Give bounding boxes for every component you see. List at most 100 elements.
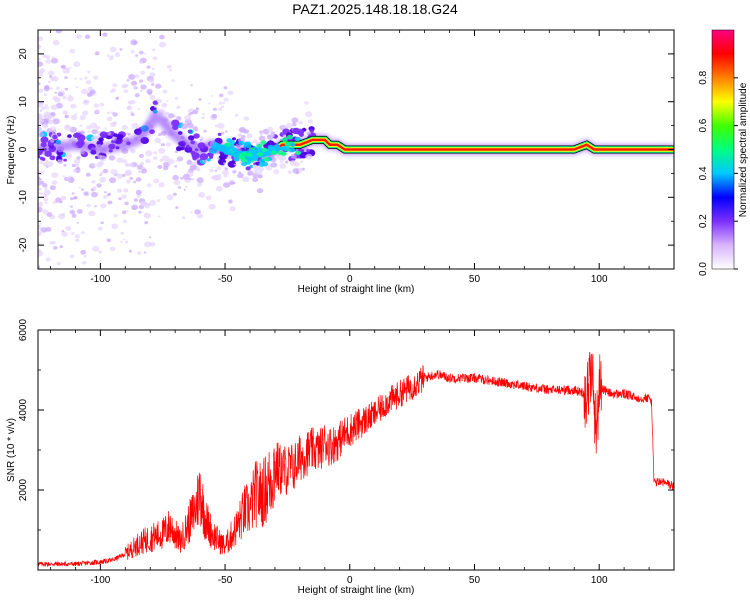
spectrogram-blob [39, 160, 45, 165]
spectrogram-blob [69, 48, 76, 54]
spectrogram-blob [188, 135, 195, 141]
spectrogram-blob [74, 21, 78, 24]
spectrogram-blob [199, 138, 203, 142]
spectrogram-blob [234, 113, 239, 117]
spectrogram-blob [166, 100, 169, 103]
spectrogram-blob [125, 210, 129, 213]
spectrogram-blob [267, 134, 274, 140]
spectrogram-blob [122, 159, 128, 164]
spectrogram-blob [76, 34, 82, 39]
spectrogram-blob [80, 11, 87, 17]
spectrogram-blob [240, 144, 245, 149]
spectrogram-blob [107, 200, 113, 205]
colorbar-ticks: 0.0 0.2 0.4 0.6 0.8 [698, 70, 738, 276]
spectrogram-blob [111, 136, 117, 141]
spectrogram-blob [152, 156, 158, 161]
spectrogram-blob [175, 159, 178, 162]
spectrogram-marks [38, 11, 674, 269]
spectrogram-blob [223, 182, 231, 188]
spectrogram-blob [210, 95, 214, 97]
spectrogram-blob [159, 158, 164, 162]
spectrogram-blob [69, 197, 74, 201]
spectrogram-blob [123, 83, 129, 88]
spectrogram-blob [151, 83, 155, 86]
spectrogram-blob [69, 126, 77, 133]
spectrogram-bright-blob [270, 150, 277, 155]
spectrogram-blob [154, 137, 161, 143]
spectrogram-blob [197, 182, 203, 187]
spectrogram-blob [141, 201, 148, 207]
spectrogram-x-tick-label: -100 [90, 274, 110, 285]
spectrogram-blob [38, 58, 41, 61]
spectrogram-blob [227, 160, 237, 168]
spectrogram-blob [167, 158, 175, 165]
snr-panel: -100 -50 0 50 100 2000 4000 6000 Height of str… [6, 318, 675, 596]
spectrogram-blob [55, 30, 62, 34]
spectrogram-blob [296, 129, 305, 136]
spectrogram-blob [305, 153, 313, 160]
spectrogram-blob [217, 132, 222, 136]
spectrogram-blob [99, 176, 107, 183]
spectrogram-bright-blob [269, 146, 276, 152]
spectrogram-blob [225, 130, 228, 133]
spectrogram-blob [254, 169, 263, 176]
spectrogram-blob [76, 86, 79, 89]
spectrogram-blob [122, 238, 126, 241]
spectrogram-blob [156, 199, 160, 203]
spectrogram-blob [151, 48, 156, 52]
spectrogram-blob [149, 95, 156, 101]
spectrogram-blob [62, 175, 66, 178]
spectrogram-blob [73, 196, 77, 200]
spectrogram-blob [151, 67, 155, 71]
spectrogram-blob [209, 168, 214, 173]
spectrogram-blob [252, 177, 259, 183]
spectrogram-blob [146, 183, 152, 188]
spectrogram-blob [122, 173, 126, 177]
spectrogram-bright-blob [286, 134, 293, 140]
spectrogram-blob [182, 216, 186, 219]
spectrogram-blob [65, 226, 72, 231]
spectrogram-blob [56, 261, 61, 266]
spectrogram-blob [279, 163, 287, 169]
spectrogram-blob [50, 126, 56, 131]
spectrogram-blob [81, 260, 87, 265]
spectrogram-blob [104, 191, 107, 194]
spectrogram-blob [87, 130, 91, 133]
spectrogram-blob [38, 132, 45, 138]
spectrogram-blob [61, 212, 66, 216]
spectrogram-blob [180, 177, 184, 180]
spectrogram-blob [87, 70, 91, 74]
spectrogram-bright-blob [233, 157, 240, 162]
spectrogram-blob [140, 70, 146, 75]
spectrogram-blob [146, 88, 153, 95]
spectrogram-blob [162, 89, 168, 94]
spectrogram-blob [73, 61, 81, 68]
spectrogram-blob [198, 192, 206, 198]
spectrogram-bright-blob [262, 162, 268, 167]
spectrogram-blob [93, 75, 99, 80]
spectrogram-bright-blob [289, 147, 296, 153]
spectrogram-blob [83, 254, 87, 258]
spectrogram-blob [94, 109, 100, 113]
spectrogram-blob [38, 191, 42, 195]
spectrogram-blob [156, 98, 163, 104]
spectrogram-bright-blob [280, 151, 287, 156]
spectrogram-blob [88, 210, 96, 217]
spectrogram-blob [127, 105, 131, 109]
spectrogram-bright-blob [295, 150, 302, 156]
snr-x-tick-label: 100 [591, 575, 608, 586]
spectrogram-blob [92, 245, 100, 252]
spectrogram-blob [53, 246, 58, 250]
spectrogram-blob [149, 199, 157, 206]
spectrogram-blob [148, 94, 152, 97]
spectrogram-blob [141, 168, 148, 174]
spectrogram-blob [76, 209, 83, 214]
colorbar-tick-label: 0.2 [698, 214, 709, 228]
spectrogram-blob [124, 201, 129, 206]
spectrogram-blob [138, 153, 144, 158]
spectrogram-blob [50, 139, 55, 143]
spectrogram-blob [43, 93, 48, 97]
spectrogram-blob [98, 226, 103, 231]
spectrogram-blob [62, 95, 67, 100]
spectrogram-blob [131, 122, 139, 129]
